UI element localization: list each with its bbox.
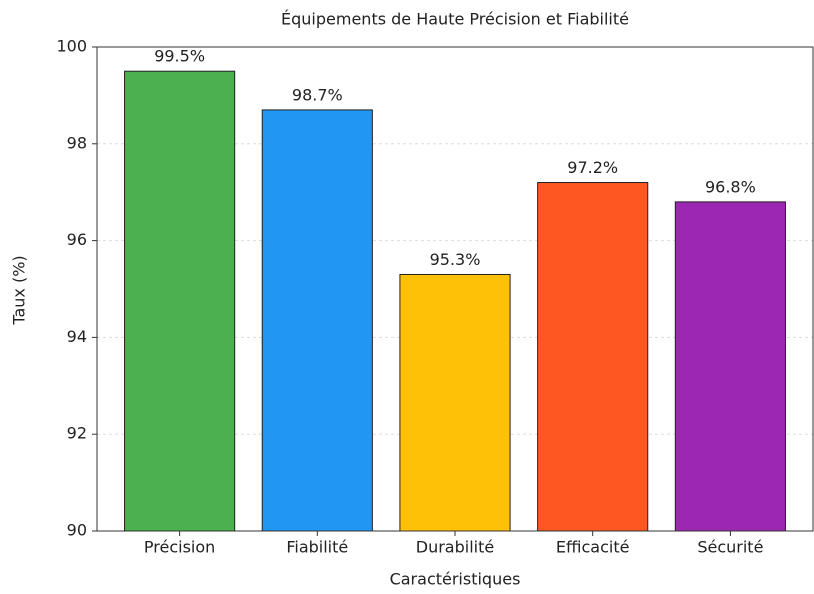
y-axis-label: Taux (%) — [10, 255, 29, 325]
value-label: 99.5% — [154, 47, 205, 66]
y-tick-label: 100 — [56, 37, 87, 56]
x-tick-label: Sécurité — [697, 538, 763, 557]
y-tick-label: 94 — [67, 327, 87, 346]
y-tick-label: 90 — [67, 521, 87, 540]
y-tick-label: 92 — [67, 424, 87, 443]
plot-frame — [96, 46, 814, 532]
value-label: 95.3% — [430, 250, 481, 269]
x-tick-label: Fiabilité — [286, 538, 348, 557]
bar — [124, 70, 236, 532]
bar — [537, 182, 649, 532]
value-label: 98.7% — [292, 85, 343, 104]
value-label: 97.2% — [567, 158, 618, 177]
y-tick-label: 96 — [67, 230, 87, 249]
y-tick-label: 98 — [67, 133, 87, 152]
value-label: 96.8% — [705, 177, 756, 196]
chart-title: Équipements de Haute Précision et Fiabil… — [281, 10, 629, 29]
x-tick-label: Efficacité — [556, 538, 630, 557]
bar — [399, 273, 511, 532]
x-tick-label: Précision — [144, 538, 215, 557]
bar — [261, 109, 373, 532]
x-tick-label: Durabilité — [416, 538, 494, 557]
x-axis-label: Caractéristiques — [390, 570, 521, 589]
bar — [674, 201, 786, 532]
